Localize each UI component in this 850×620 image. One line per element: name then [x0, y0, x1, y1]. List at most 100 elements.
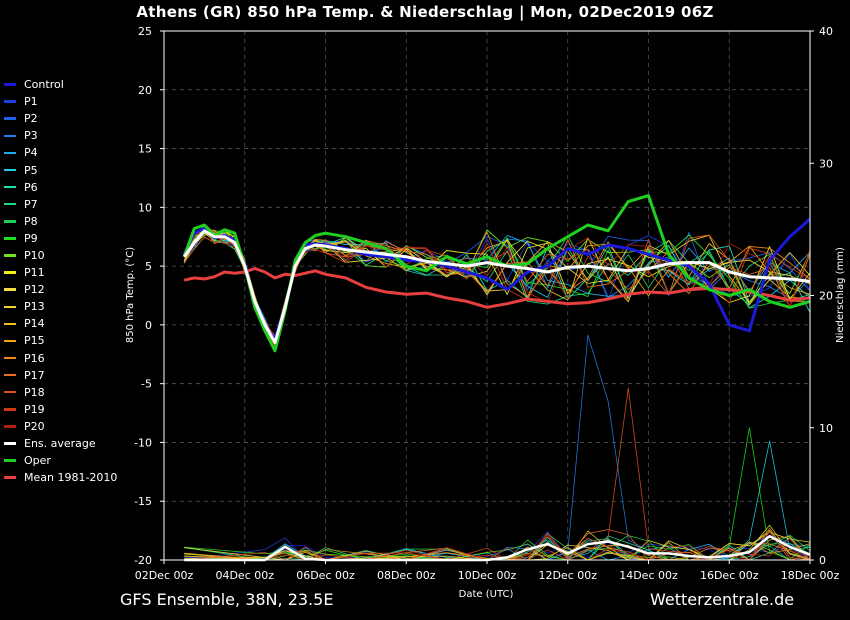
data-series: [182, 194, 811, 562]
y-tick-label: -15: [134, 495, 152, 508]
legend-item: Control: [4, 76, 117, 93]
legend-swatch: [4, 220, 16, 223]
legend-swatch: [4, 134, 16, 138]
x-tick-label: 18Dec 00z: [781, 569, 840, 582]
legend-swatch: [4, 305, 16, 309]
legend-label: P10: [24, 248, 45, 262]
y-tick-label: -20: [134, 554, 152, 567]
legend-label: Ens. average: [24, 437, 96, 451]
precip-member-line: [184, 334, 811, 561]
y2-tick-label: 20: [819, 290, 833, 303]
y2-tick-label: 0: [819, 554, 826, 567]
legend-label: P15: [24, 334, 45, 348]
legend-item: P6: [4, 179, 117, 196]
legend-swatch: [4, 83, 16, 86]
y-tick-label: 20: [138, 84, 152, 97]
legend-label: P2: [24, 112, 38, 126]
legend-label: P12: [24, 283, 45, 297]
legend-item: P3: [4, 127, 117, 144]
legend-label: P18: [24, 385, 45, 399]
y-tick-label: -5: [141, 378, 152, 391]
legend-swatch: [4, 373, 16, 377]
y-tick-label: 25: [138, 25, 152, 38]
legend-label: P8: [24, 214, 38, 228]
legend-label: P17: [24, 368, 45, 382]
legend-label: P6: [24, 180, 38, 194]
legend-swatch: [4, 168, 16, 172]
legend-item: P7: [4, 196, 117, 213]
legend-label: P5: [24, 163, 38, 177]
legend-swatch: [4, 390, 16, 394]
legend-item: Mean 1981-2010: [4, 469, 117, 486]
legend-label: P14: [24, 317, 45, 331]
legend-swatch: [4, 288, 16, 291]
x-tick-label: 04Dec 00z: [215, 569, 274, 582]
legend-swatch: [4, 322, 16, 326]
x-tick-label: 06Dec 00z: [296, 569, 355, 582]
legend-item: P20: [4, 418, 117, 435]
legend-item: P18: [4, 384, 117, 401]
legend-swatch: [4, 117, 16, 120]
x-tick-label: 14Dec 00z: [619, 569, 678, 582]
x-tick-label: 08Dec 00z: [377, 569, 436, 582]
source-model-label: GFS Ensemble, 38N, 23.5E: [120, 590, 334, 609]
legend-item: P10: [4, 247, 117, 264]
x-axis-label: Date (UTC): [459, 589, 514, 600]
legend-swatch: [4, 100, 16, 103]
legend-label: P9: [24, 231, 38, 245]
legend-label: P19: [24, 402, 45, 416]
legend-swatch: [4, 442, 16, 445]
legend-label: Oper: [24, 454, 51, 468]
legend-swatch: [4, 425, 16, 428]
legend-swatch: [4, 408, 16, 411]
legend-item: P14: [4, 315, 117, 332]
precip-member-line: [184, 387, 811, 561]
x-tick-label: 12Dec 00z: [538, 569, 597, 582]
legend-item: P9: [4, 230, 117, 247]
legend-swatch: [4, 271, 16, 274]
y-tick-label: 0: [145, 319, 152, 332]
y-tick-label: 15: [138, 143, 152, 156]
legend-label: P16: [24, 351, 45, 365]
y2-tick-label: 30: [819, 157, 833, 170]
legend-item: Ens. average: [4, 435, 117, 452]
chart-title: Athens (GR) 850 hPa Temp. & Niederschlag…: [136, 3, 714, 21]
legend: Control P1 P2 P3 P4 P5 P6 P7 P8 P9 P10 P11 P12 P13 P14…: [4, 76, 117, 486]
y-axis-label: 850 hPa Temp. (°C): [125, 247, 136, 343]
axes: 25 20 15 10 5 0 -5 -10 -15 -20 02Dec 00z 04Dec 00z 0…: [134, 25, 839, 582]
x-tick-label: 16Dec 00z: [700, 569, 759, 582]
legend-label: Mean 1981-2010: [24, 471, 118, 485]
legend-item: P16: [4, 350, 117, 367]
legend-label: P1: [24, 95, 38, 109]
legend-item: P8: [4, 213, 117, 230]
legend-label: Control: [24, 78, 64, 92]
x-tick-label: 02Dec 00z: [135, 569, 194, 582]
legend-swatch: [4, 202, 16, 206]
legend-item: P15: [4, 332, 117, 349]
legend-item: P11: [4, 264, 117, 281]
legend-label: P3: [24, 129, 38, 143]
y2-tick-label: 10: [819, 422, 833, 435]
legend-item: P12: [4, 281, 117, 298]
y-tick-label: -10: [134, 436, 152, 449]
legend-label: P11: [24, 266, 45, 280]
legend-swatch: [4, 237, 16, 240]
legend-item: Oper: [4, 452, 117, 469]
legend-swatch: [4, 459, 16, 462]
x-tick-label: 10Dec 00z: [458, 569, 517, 582]
legend-label: P13: [24, 300, 45, 314]
legend-swatch: [4, 356, 16, 360]
y2-axis-label: Niederschlag (mm): [835, 247, 846, 343]
site-credit: Wetterzentrale.de: [650, 590, 795, 609]
y-tick-label: 10: [138, 201, 152, 214]
legend-swatch: [4, 185, 16, 189]
legend-swatch: [4, 151, 16, 155]
ensemble-average-line: [182, 229, 811, 344]
precip-member-line: [184, 427, 811, 561]
legend-swatch: [4, 339, 16, 343]
legend-label: P20: [24, 419, 45, 433]
legend-item: P4: [4, 144, 117, 161]
legend-item: P13: [4, 298, 117, 315]
grid-lines: [163, 30, 811, 561]
